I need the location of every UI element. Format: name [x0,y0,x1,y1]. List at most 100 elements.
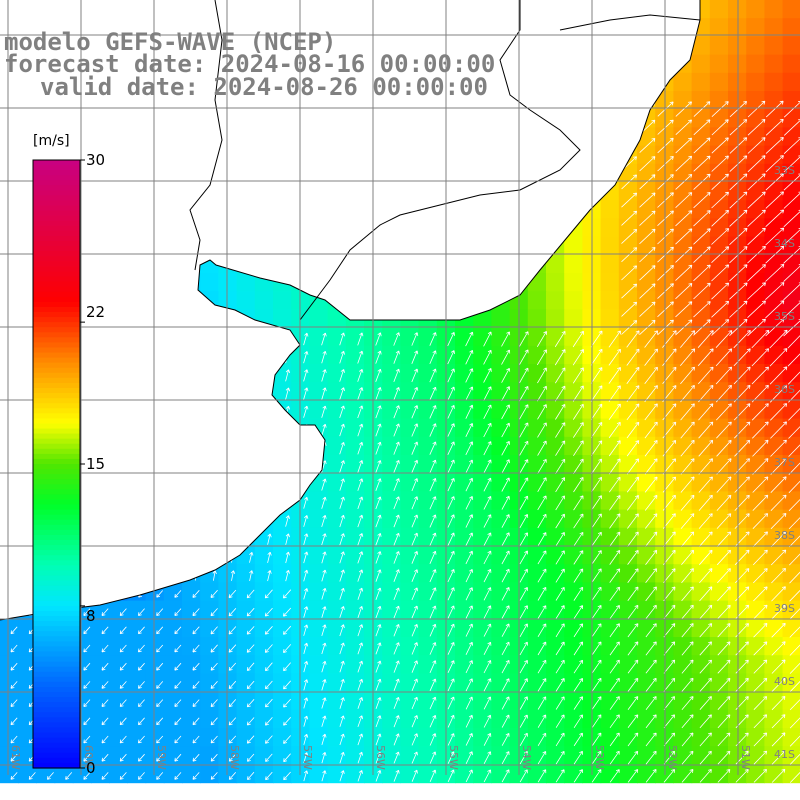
wind-cell [709,218,729,238]
wind-arrow [573,586,584,601]
wind-cell [345,746,365,765]
wind-cell [491,382,511,401]
wind-cell [473,709,492,729]
wind-arrow [285,387,291,400]
wind-arrow [447,696,455,710]
wind-cell [637,655,656,674]
wind-cell [746,637,765,656]
wind-arrow [555,477,565,493]
wind-arrow [609,550,621,565]
wind-arrow [447,496,455,510]
wind-arrow [83,626,91,635]
colorbar-segment [33,413,80,419]
wind-arrow [429,459,437,474]
wind-cell [728,309,747,329]
wind-cell [309,491,329,511]
wind-cell [418,691,438,711]
wind-cell [618,491,638,511]
wind-arrow [83,608,91,616]
wind-cell [345,600,365,620]
wind-cell [273,291,292,310]
wind-cell [618,218,638,238]
wind-cell [600,418,620,438]
colorbar-segment [33,686,80,693]
wind-arrow [555,714,565,728]
wind-arrow [554,349,566,366]
wind-cell [746,728,765,747]
wind-cell [618,309,638,329]
wind-arrow [591,476,602,493]
wind-arrow [519,550,528,565]
wind-cell [473,418,492,438]
wind-cell [273,764,292,784]
wind-cell [746,163,765,183]
wind-arrow [789,553,800,566]
wind-cell [400,655,420,674]
wind-cell [691,163,711,183]
wind-cell [254,546,274,565]
wind-cell [709,564,729,583]
wind-arrow [591,568,602,583]
wind-cell [400,400,420,420]
wind-arrow [339,332,345,346]
wind-cell [327,655,347,674]
wind-arrow [591,531,602,547]
wind-cell [728,546,747,565]
wind-cell [546,564,565,583]
wind-cell [382,546,401,565]
wind-arrow [715,366,733,385]
wind-cell [546,364,565,383]
wind-arrow [519,349,529,365]
wind-cell [673,72,693,92]
wind-cell [673,218,693,238]
wind-cell [418,764,438,784]
wind-arrow [717,604,731,620]
wind-arrow [681,641,694,656]
wind-arrow [733,384,751,403]
wind-cell [236,582,256,602]
wind-arrow [789,589,800,602]
wind-arrow [555,550,565,565]
wind-cell [600,600,620,620]
wind-arrow [609,495,621,511]
wind-arrow [375,514,382,528]
wind-arrow [639,192,656,208]
wind-arrow [447,605,455,619]
wind-cell [691,236,711,256]
wind-arrow [747,209,766,227]
wind-arrow [519,568,528,583]
wind-cell [400,491,420,511]
wind-cell [382,746,401,765]
wind-cell [382,418,401,438]
wind-cell [673,291,693,310]
wind-arrow [627,550,639,565]
wind-cell [491,345,511,365]
wind-cell [291,637,310,656]
wind-cell [618,364,638,383]
wind-arrow [645,531,658,547]
wind-arrow [555,440,566,456]
wind-arrow [501,477,510,492]
colorbar-segment [33,697,80,703]
wind-arrow [698,403,714,421]
wind-cell [273,382,292,401]
lon-label: 58W [228,745,241,770]
wind-arrow [747,227,766,246]
wind-arrow [753,750,768,765]
wind-arrow [429,660,437,673]
wind-arrow [753,623,768,638]
colorbar-segment [33,266,80,273]
wind-arrow [393,696,400,710]
wind-arrow [699,677,712,692]
wind-arrow [339,405,345,419]
wind-arrow [608,385,621,402]
wind-cell [455,673,474,693]
colorbar-segment [33,742,80,749]
wind-arrow [711,101,729,117]
wind-cell [327,527,347,547]
wind-arrow [699,586,713,602]
wind-cell [418,564,438,583]
wind-cell [691,127,711,147]
wind-cell [309,691,329,711]
wind-arrow [753,659,768,674]
